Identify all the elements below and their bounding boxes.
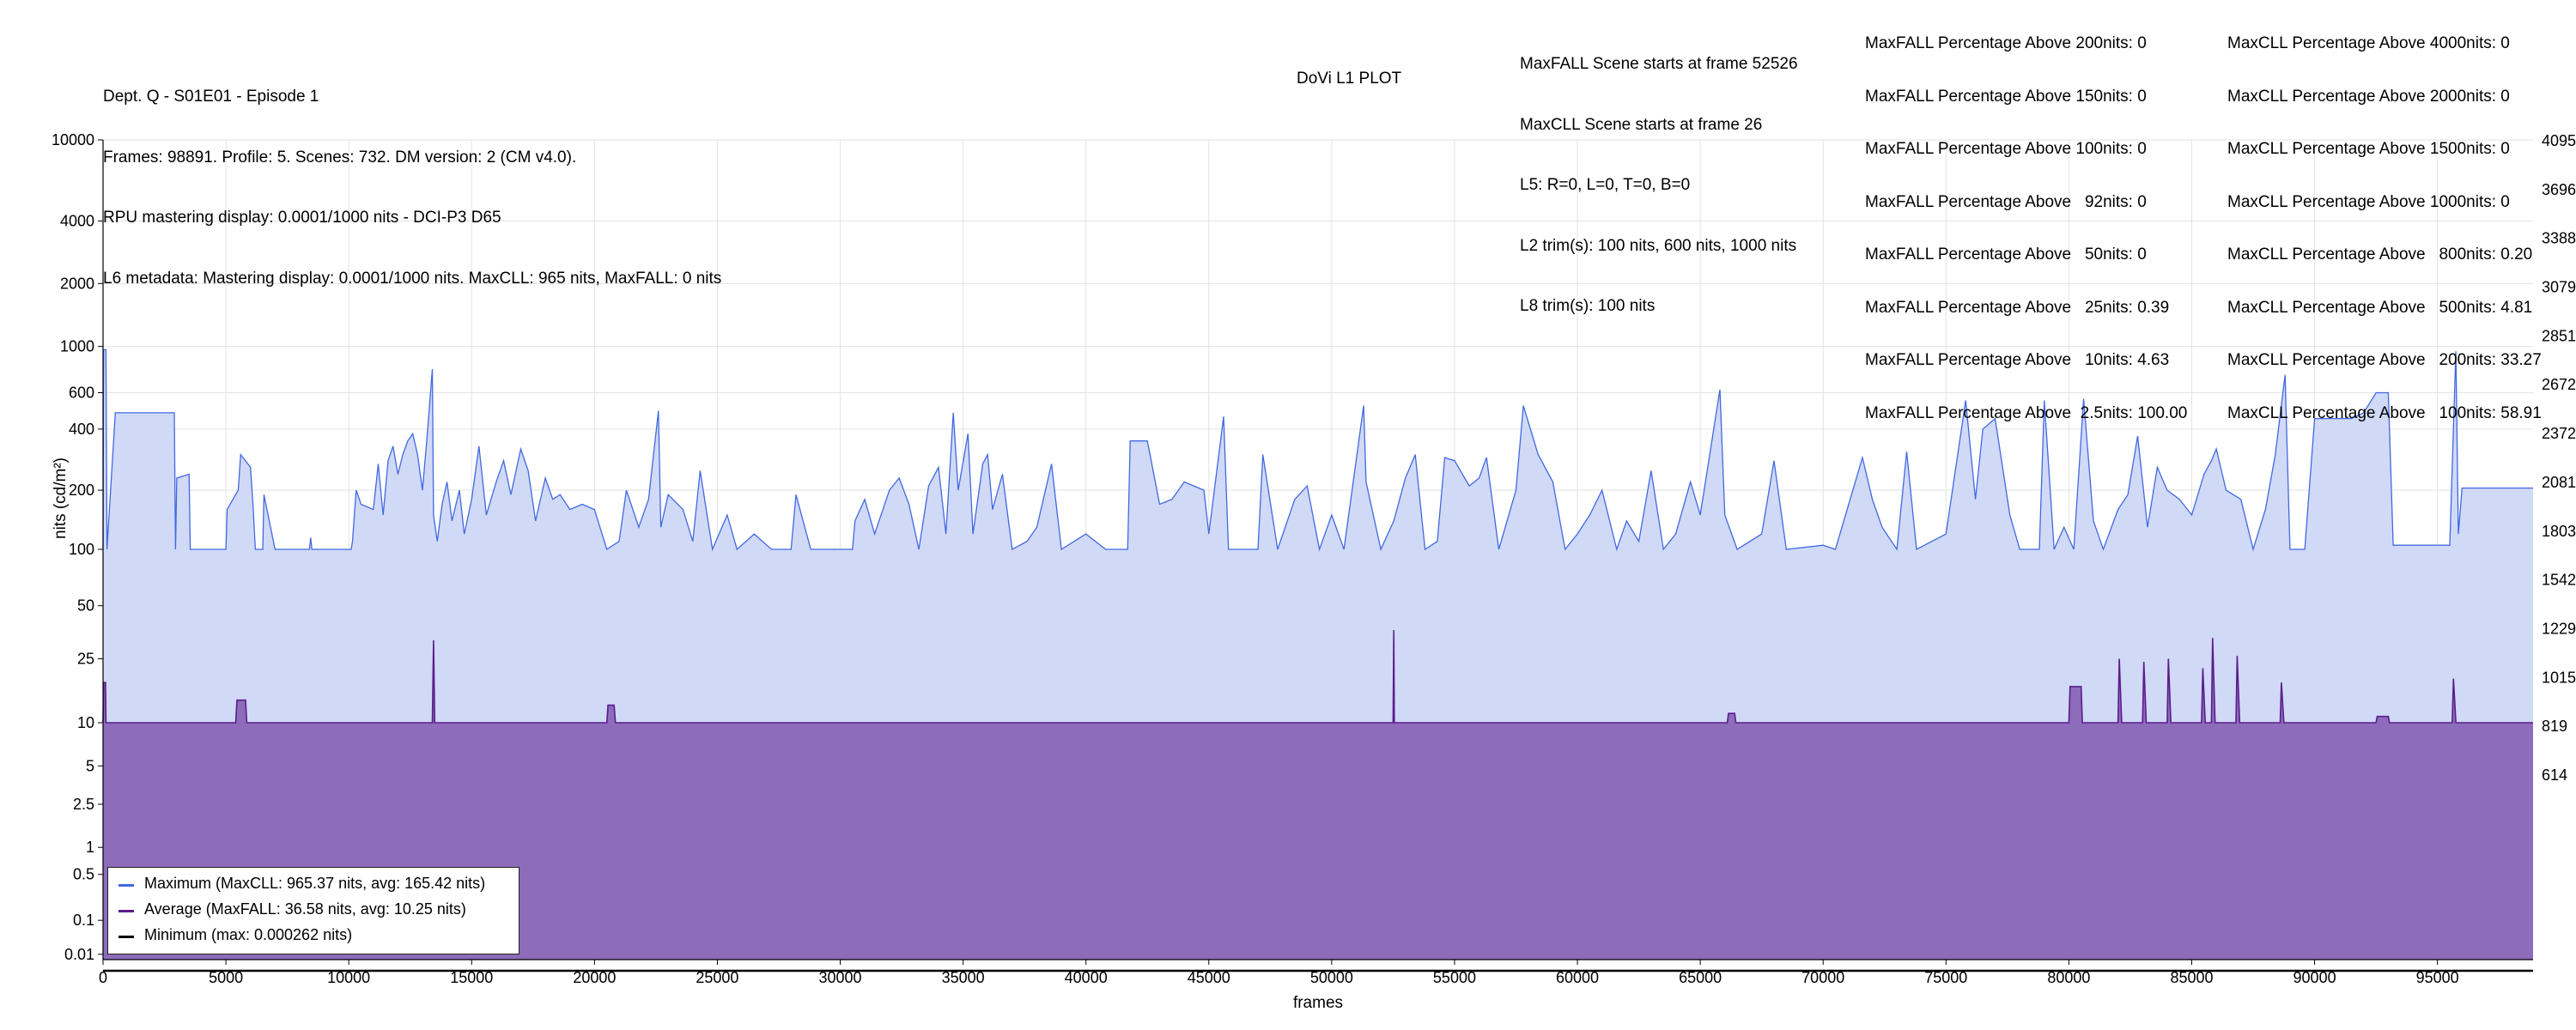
maxcll-stat-line: MaxCLL Percentage Above 100nits: 58.91 bbox=[2227, 403, 2542, 422]
l2-trims-info: L2 trim(s): 100 nits, 600 nits, 1000 nit… bbox=[1520, 236, 1797, 255]
right-y-tick-label: 614 bbox=[2542, 766, 2567, 784]
maxfall-stat-line: MaxFALL Percentage Above 50nits: 0 bbox=[1865, 245, 2147, 264]
y-tick-label: 0.1 bbox=[73, 912, 94, 929]
x-tick-label: 90000 bbox=[2293, 969, 2336, 986]
maxcll-stat-line: MaxCLL Percentage Above 500nits: 4.81 bbox=[2227, 298, 2533, 317]
legend-item-maximum: Maximum (MaxCLL: 965.37 nits, avg: 165.4… bbox=[118, 875, 485, 947]
y-tick-label: 0.01 bbox=[64, 946, 94, 963]
right-y-tick-label: 1015 bbox=[2542, 669, 2576, 686]
legend-label-maximum: Maximum (MaxCLL: 965.37 nits, avg: 165.4… bbox=[144, 875, 486, 892]
x-tick-label: 60000 bbox=[1556, 969, 1599, 986]
maxcll-stat-line: MaxCLL Percentage Above 200nits: 33.27 bbox=[2227, 351, 2542, 369]
episode-title: Dept. Q - S01E01 - Episode 1 bbox=[103, 88, 319, 106]
maxfall-scene-info: MaxFALL Scene starts at frame 52526 bbox=[1520, 55, 1798, 73]
maximum-line bbox=[102, 348, 2533, 552]
maxcll-stat-line: MaxCLL Percentage Above 2000nits: 0 bbox=[2227, 87, 2510, 106]
maxcll-stat-line: MaxCLL Percentage Above 4000nits: 0 bbox=[2227, 34, 2510, 52]
x-tick-label: 0 bbox=[99, 969, 107, 986]
legend-label-average: Average (MaxFALL: 36.58 nits, avg: 10.25… bbox=[144, 900, 466, 918]
header-info: MaxFALL Scene starts at frame 52526 MaxC… bbox=[1520, 14, 1798, 336]
l5-info: L5: R=0, L=0, T=0, B=0 bbox=[1520, 176, 1691, 194]
right-y-tick-label: 2672 bbox=[2542, 376, 2576, 393]
x-tick-label: 55000 bbox=[1433, 969, 1476, 986]
y-tick-label: 50 bbox=[77, 597, 94, 615]
maxfall-stat-line: MaxFALL Percentage Above 10nits: 4.63 bbox=[1865, 351, 2170, 369]
right-y-tick-label: 2851 bbox=[2542, 327, 2576, 344]
right-y-tick-label: 4095 bbox=[2542, 132, 2576, 149]
l8-trims-info: L8 trim(s): 100 nits bbox=[1520, 297, 1656, 315]
chart-legend: Maximum (MaxCLL: 965.37 nits, avg: 165.4… bbox=[107, 867, 519, 954]
y-tick-label: 5 bbox=[86, 757, 94, 774]
x-tick-label: 45000 bbox=[1188, 969, 1230, 986]
x-tick-label: 75000 bbox=[1924, 969, 1967, 986]
maxcll-scene-info: MaxCLL Scene starts at frame 26 bbox=[1520, 115, 1763, 134]
maxcll-stat-line: MaxCLL Percentage Above 800nits: 0.20 bbox=[2227, 245, 2533, 264]
maxfall-stat-line: MaxFALL Percentage Above 92nits: 0 bbox=[1865, 192, 2147, 211]
maxfall-stat-line: MaxFALL Percentage Above 150nits: 0 bbox=[1865, 87, 2147, 106]
header-left: Dept. Q - S01E01 - Episode 1 Frames: 988… bbox=[103, 46, 721, 309]
y-tick-label: 2.5 bbox=[73, 796, 94, 813]
x-tick-label: 5000 bbox=[209, 969, 243, 986]
y-tick-label: 25 bbox=[77, 651, 94, 668]
y-tick-label: 1 bbox=[86, 839, 94, 856]
legend-item-minimum: Minimum (max: 0.000262 nits) bbox=[118, 926, 352, 998]
x-tick-label: 80000 bbox=[2047, 969, 2090, 986]
x-tick-label: 25000 bbox=[696, 969, 738, 986]
maxfall-stat-line: MaxFALL Percentage Above 100nits: 0 bbox=[1865, 140, 2147, 158]
rpu-mastering-info: RPU mastering display: 0.0001/1000 nits … bbox=[103, 209, 501, 227]
legend-label-minimum: Minimum (max: 0.000262 nits) bbox=[144, 926, 353, 943]
y-tick-label: 600 bbox=[69, 384, 94, 401]
right-y-tick-label: 2081 bbox=[2542, 474, 2576, 491]
y-tick-label: 100 bbox=[69, 541, 94, 558]
maxcll-stat-line: MaxCLL Percentage Above 1500nits: 0 bbox=[2227, 140, 2510, 158]
right-y-tick-label: 3696 bbox=[2542, 181, 2576, 198]
maxfall-stats: MaxFALL Percentage Above 200nits: 0 MaxF… bbox=[1865, 0, 2187, 440]
y-tick-label: 2000 bbox=[60, 275, 94, 292]
maxfall-stat-line: MaxFALL Percentage Above 200nits: 0 bbox=[1865, 34, 2147, 52]
x-tick-label: 40000 bbox=[1065, 969, 1108, 986]
maxcll-stat-line: MaxCLL Percentage Above 1000nits: 0 bbox=[2227, 192, 2510, 211]
right-y-tick-label: 1803 bbox=[2542, 523, 2576, 540]
y-axis-label: nits (cd/m²) bbox=[52, 457, 70, 539]
right-y-tick-label: 3388 bbox=[2542, 230, 2576, 247]
average-line bbox=[102, 630, 2533, 724]
legend-swatch-maximum bbox=[118, 884, 134, 887]
x-tick-label: 35000 bbox=[942, 969, 985, 986]
x-tick-label: 95000 bbox=[2416, 969, 2459, 986]
right-y-tick-label: 1229 bbox=[2542, 620, 2576, 637]
average-area bbox=[103, 630, 2533, 960]
x-tick-label: 65000 bbox=[1679, 969, 1722, 986]
right-y-tick-label: 3079 bbox=[2542, 279, 2576, 296]
y-tick-label: 0.5 bbox=[73, 866, 94, 883]
plot-title: DoVi L1 PLOT bbox=[1297, 70, 1402, 88]
legend-swatch-minimum bbox=[118, 936, 134, 938]
right-y-tick-label: 819 bbox=[2542, 718, 2567, 735]
maxfall-stat-line: MaxFALL Percentage Above 25nits: 0.39 bbox=[1865, 298, 2170, 317]
x-tick-label: 10000 bbox=[327, 969, 370, 986]
legend-swatch-average bbox=[118, 910, 134, 912]
frames-info: Frames: 98891. Profile: 5. Scenes: 732. … bbox=[103, 148, 577, 167]
x-axis-label: frames bbox=[1293, 994, 1343, 1012]
x-tick-label: 50000 bbox=[1310, 969, 1353, 986]
right-y-tick-label: 1542 bbox=[2542, 572, 2576, 589]
maxfall-stat-line: MaxFALL Percentage Above 2.5nits: 100.00 bbox=[1865, 403, 2188, 422]
l6-metadata-info: L6 metadata: Mastering display: 0.0001/1… bbox=[103, 269, 722, 288]
y-tick-label: 400 bbox=[69, 421, 94, 438]
y-tick-label: 10000 bbox=[52, 131, 94, 148]
x-tick-label: 70000 bbox=[1801, 969, 1844, 986]
y-tick-label: 1000 bbox=[60, 338, 94, 355]
x-tick-label: 15000 bbox=[450, 969, 493, 986]
y-tick-label: 10 bbox=[77, 714, 94, 731]
y-tick-label: 4000 bbox=[60, 212, 94, 229]
right-y-tick-label: 2372 bbox=[2542, 425, 2576, 442]
x-tick-label: 30000 bbox=[818, 969, 861, 986]
x-tick-label: 20000 bbox=[573, 969, 616, 986]
legend-item-average: Average (MaxFALL: 36.58 nits, avg: 10.25… bbox=[118, 900, 466, 972]
maxcll-stats: MaxCLL Percentage Above 4000nits: 0 MaxC… bbox=[2227, 0, 2542, 440]
y-tick-label: 200 bbox=[69, 482, 94, 499]
x-tick-label: 85000 bbox=[2170, 969, 2213, 986]
